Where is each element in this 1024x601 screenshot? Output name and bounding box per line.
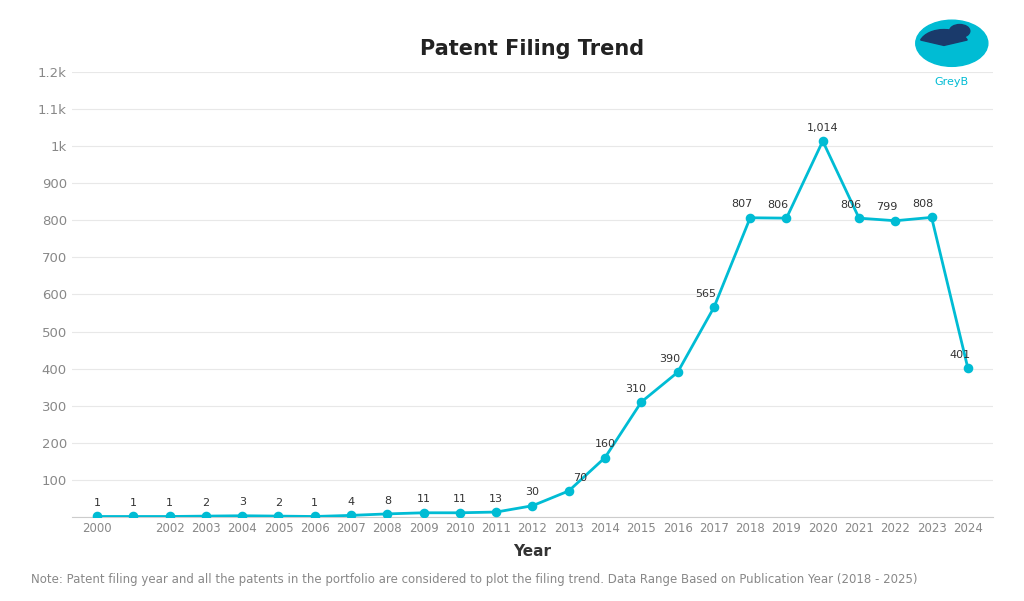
Text: 310: 310 [626,383,646,394]
Point [379,509,395,519]
Text: 1: 1 [166,498,173,508]
Title: Patent Filing Trend: Patent Filing Trend [421,40,644,59]
Point [306,511,323,521]
Text: 2: 2 [274,498,282,508]
Point [270,511,287,521]
Text: GreyB: GreyB [935,76,969,87]
Text: 1: 1 [130,498,137,508]
Point [452,508,468,517]
Point [162,511,178,521]
Text: 1: 1 [93,498,100,508]
Point [742,213,759,222]
Text: 11: 11 [417,495,431,504]
Text: 11: 11 [453,495,467,504]
Circle shape [949,25,970,37]
Point [851,213,867,223]
Text: 390: 390 [658,354,680,364]
Text: 565: 565 [695,289,716,299]
Point [524,501,541,510]
Circle shape [915,20,988,66]
Point [234,511,251,520]
Point [416,508,432,517]
Text: 8: 8 [384,496,391,505]
Point [633,397,649,407]
Point [89,511,105,521]
Text: 806: 806 [840,200,861,210]
Text: 30: 30 [525,487,540,498]
Text: 808: 808 [912,199,934,209]
Text: 799: 799 [877,203,898,212]
Text: 1: 1 [311,498,318,508]
Point [924,213,940,222]
Text: 70: 70 [572,472,587,483]
Text: 13: 13 [489,493,503,504]
Text: Note: Patent filing year and all the patents in the portfolio are considered to : Note: Patent filing year and all the pat… [31,573,918,586]
Point [814,136,830,146]
Point [706,303,722,313]
Text: 3: 3 [239,498,246,507]
X-axis label: Year: Year [513,544,552,559]
Wedge shape [921,29,968,46]
Point [959,364,976,373]
Point [597,453,613,462]
Text: 806: 806 [768,200,788,210]
Point [560,486,577,496]
Text: 1,014: 1,014 [807,123,839,133]
Point [778,213,795,223]
Point [488,507,505,517]
Point [670,367,686,377]
Text: 401: 401 [949,350,970,360]
Text: 160: 160 [595,439,615,449]
Text: 2: 2 [203,498,210,508]
Text: 807: 807 [731,200,753,209]
Point [887,216,903,225]
Text: 4: 4 [347,497,354,507]
Point [198,511,214,521]
Point [125,511,141,521]
Point [343,511,359,520]
